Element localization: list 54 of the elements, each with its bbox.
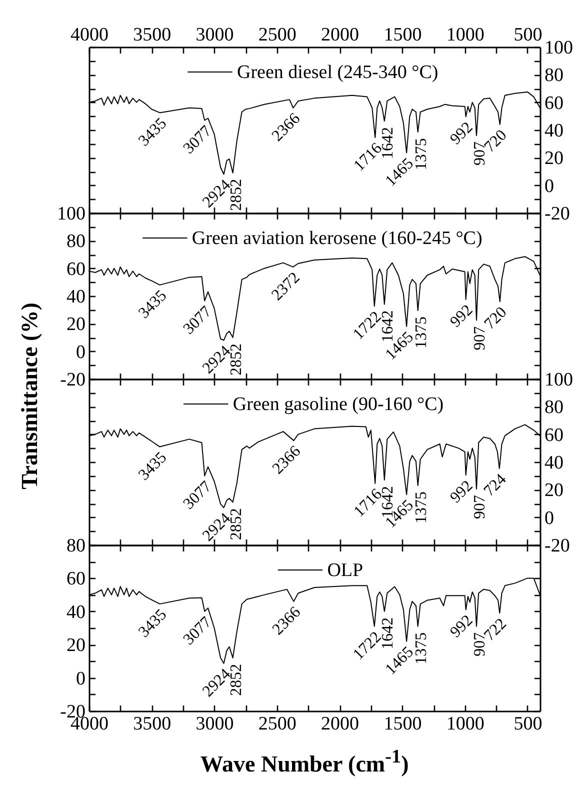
annotation: 1375: [412, 492, 430, 524]
y-tick-label: 60: [544, 92, 564, 114]
legend-label: Green gasoline (90-160 °C): [232, 394, 444, 415]
legend-label: Green aviation kerosene (160-245 °C): [192, 228, 482, 249]
x-tick-label: 2000: [321, 714, 360, 734]
y-tick-label: 40: [66, 602, 86, 623]
y-tick-label: -20: [60, 370, 86, 390]
x2-tick-label: 500: [514, 24, 542, 46]
y-tick-label: 60: [66, 568, 86, 590]
x2-tick-label: 1500: [384, 24, 422, 46]
y-tick-label: 100: [57, 204, 86, 224]
y-tick-label: 80: [66, 231, 86, 252]
annotation: 1375: [412, 316, 430, 349]
annotation: 1375: [412, 632, 430, 664]
x2-tick-label: 4000: [70, 24, 108, 46]
annotation: 1375: [412, 138, 430, 170]
y-axis-title: Transmittance (%): [17, 302, 43, 490]
x-tick-label: 1500: [384, 714, 422, 734]
x-tick-label: 3000: [196, 714, 234, 734]
annotation: 907: [471, 632, 488, 656]
y-tick-label: 40: [544, 120, 564, 142]
x2-tick-label: 2000: [321, 24, 360, 46]
x-tick-label: 2500: [258, 714, 296, 734]
x-tick-label: 3500: [133, 714, 172, 734]
x-tick-label: 1000: [446, 714, 484, 734]
y-tick-label: 0: [76, 342, 86, 363]
annotation: 907: [471, 494, 488, 519]
y-tick-label: 20: [544, 148, 564, 170]
y-tick-label: 0: [544, 176, 554, 197]
x2-tick-label: 2500: [258, 24, 296, 46]
y-tick-label: 40: [66, 286, 86, 308]
y-tick-label: 60: [66, 258, 86, 280]
y-tick-label: 100: [544, 370, 573, 390]
y-tick-label: -20: [544, 536, 570, 556]
y-tick-label: 80: [66, 536, 86, 556]
y-tick-label: -20: [544, 204, 570, 224]
x2-tick-label: 3500: [133, 24, 172, 46]
x2-tick-label: 3000: [196, 24, 234, 46]
y-tick-label: 100: [544, 38, 573, 58]
y-tick-label: 20: [66, 314, 86, 336]
y-tick-label: 0: [76, 668, 86, 690]
y-tick-label: 20: [544, 480, 564, 502]
y-tick-label: 60: [544, 424, 564, 446]
y-tick-label: 20: [66, 635, 86, 656]
annotation: 907: [471, 326, 488, 350]
y-tick-label: 40: [544, 452, 564, 474]
legend-label: OLP: [327, 560, 364, 581]
y-tick-label: 80: [544, 65, 564, 86]
x-tick-label: 500: [514, 714, 542, 734]
y-tick-label: 0: [544, 508, 554, 529]
x2-tick-label: 1000: [446, 24, 484, 46]
y-tick-label: 80: [544, 397, 564, 418]
legend-label: Green diesel (245-340 °C): [237, 62, 438, 83]
x-axis-title: Wave Number (cm$^{-1}$): [200, 746, 409, 778]
